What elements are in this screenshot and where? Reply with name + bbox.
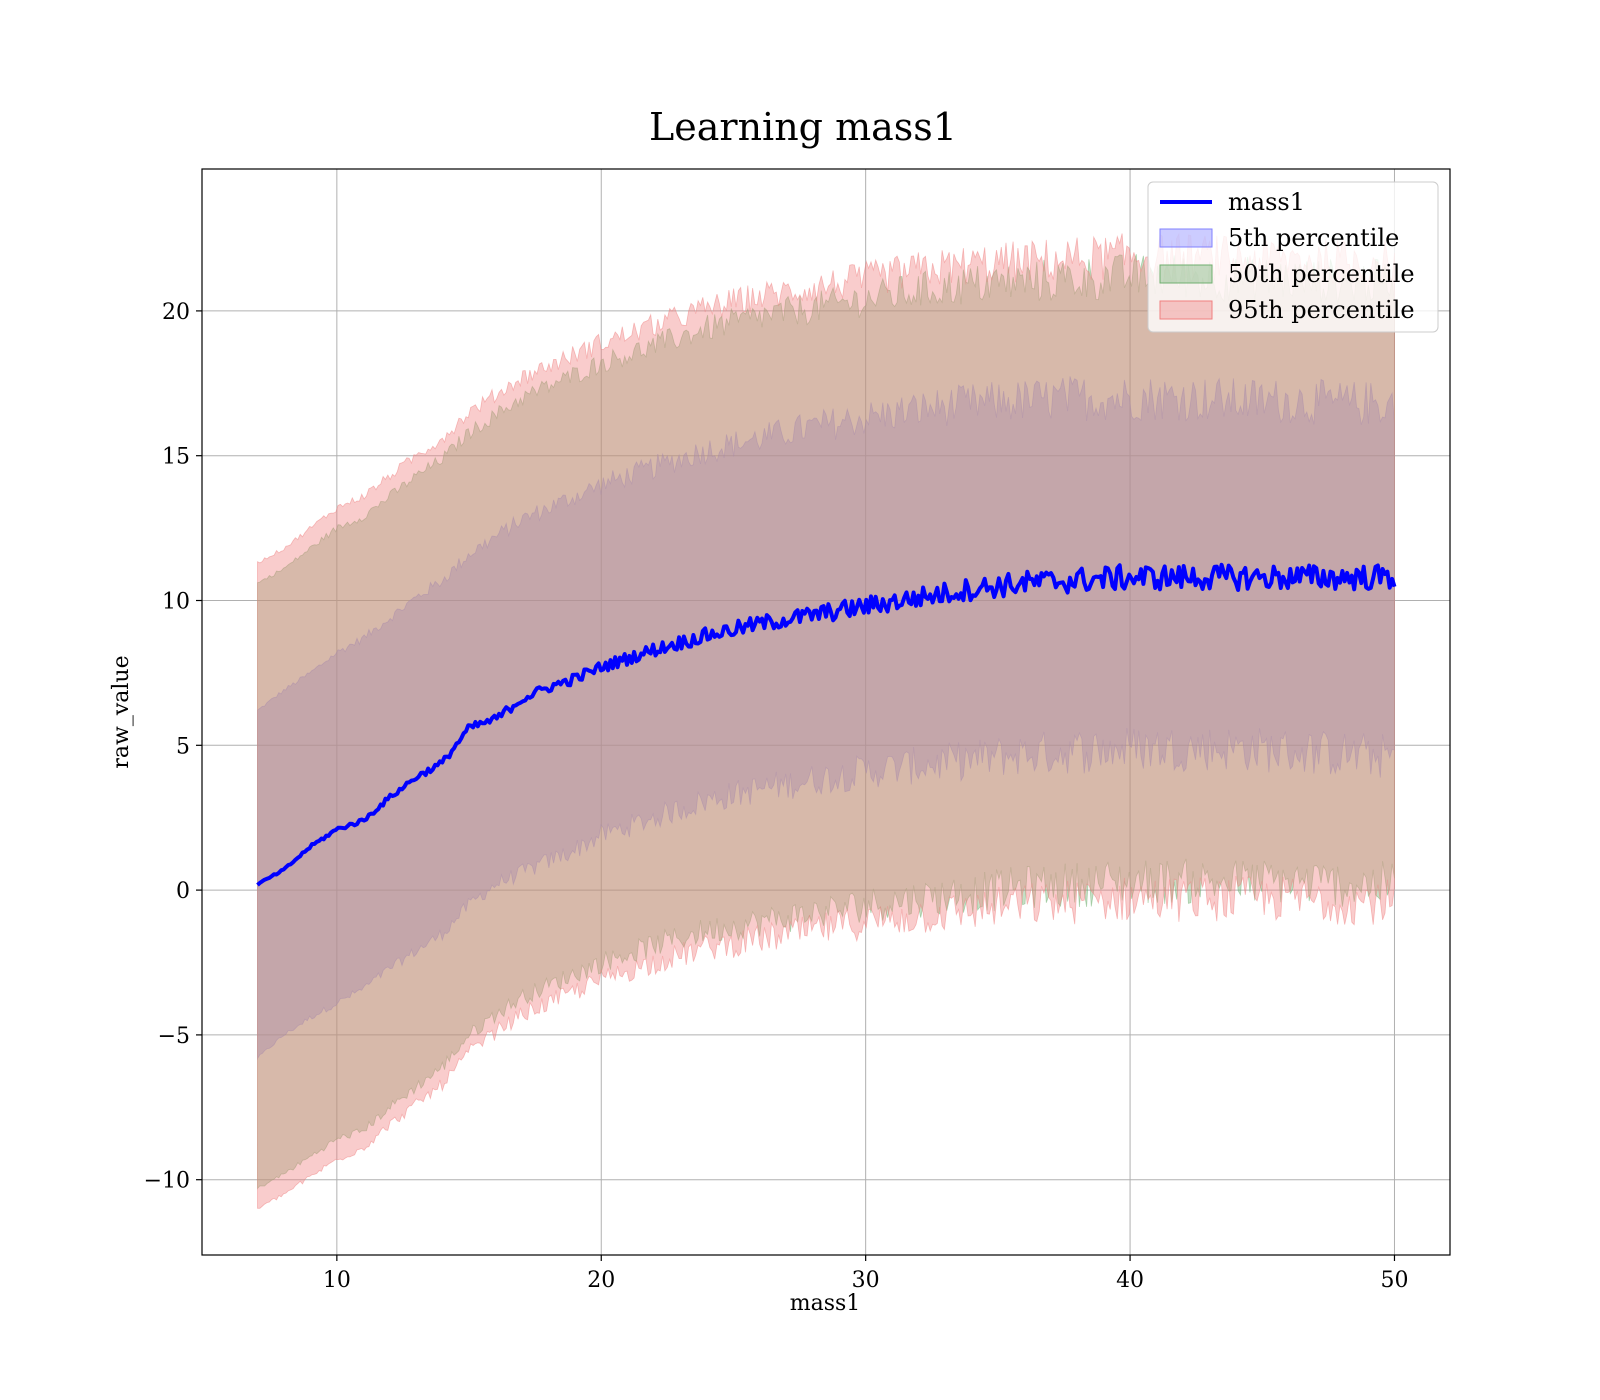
legend-box (1147, 181, 1439, 333)
x-tick-label: 10 (323, 1268, 351, 1293)
legend-label: 50th percentile (1228, 260, 1415, 288)
y-tick-label: −5 (158, 1024, 190, 1049)
legend-swatch-band (1159, 228, 1213, 248)
legend-swatch-band (1159, 300, 1213, 320)
band-95th-percentile (257, 232, 1395, 1209)
axes-frame (201, 168, 1451, 1256)
x-tick-label: 40 (1116, 1268, 1144, 1293)
series-line-mass1 (256, 562, 1397, 887)
x-tick-label: 20 (587, 1268, 615, 1293)
x-tick-label: 30 (852, 1268, 880, 1293)
y-tick-label: 15 (162, 445, 190, 470)
y-tick-label: −10 (144, 1169, 190, 1194)
y-tick-label: 0 (176, 879, 190, 904)
x-tick-label: 50 (1380, 1268, 1408, 1293)
legend-swatch-band (1159, 264, 1213, 284)
plot-area: 10 20 30 40 50 −10 −5 0 5 10 15 20 (144, 168, 1451, 1293)
x-axis-label: mass1 (790, 1291, 861, 1316)
legend-label: mass1 (1228, 188, 1305, 216)
legend: mass1 5th percentile 50th percentile 95th p… (1147, 181, 1439, 333)
legend-label: 5th percentile (1228, 224, 1399, 252)
y-tick-label: 10 (162, 590, 190, 615)
chart-title: Learning mass1 (649, 105, 957, 149)
y-tick-label: 20 (162, 300, 190, 325)
y-axis-label: raw_value (109, 655, 134, 768)
y-tick-label: 5 (176, 734, 190, 759)
legend-label: 95th percentile (1228, 296, 1415, 324)
